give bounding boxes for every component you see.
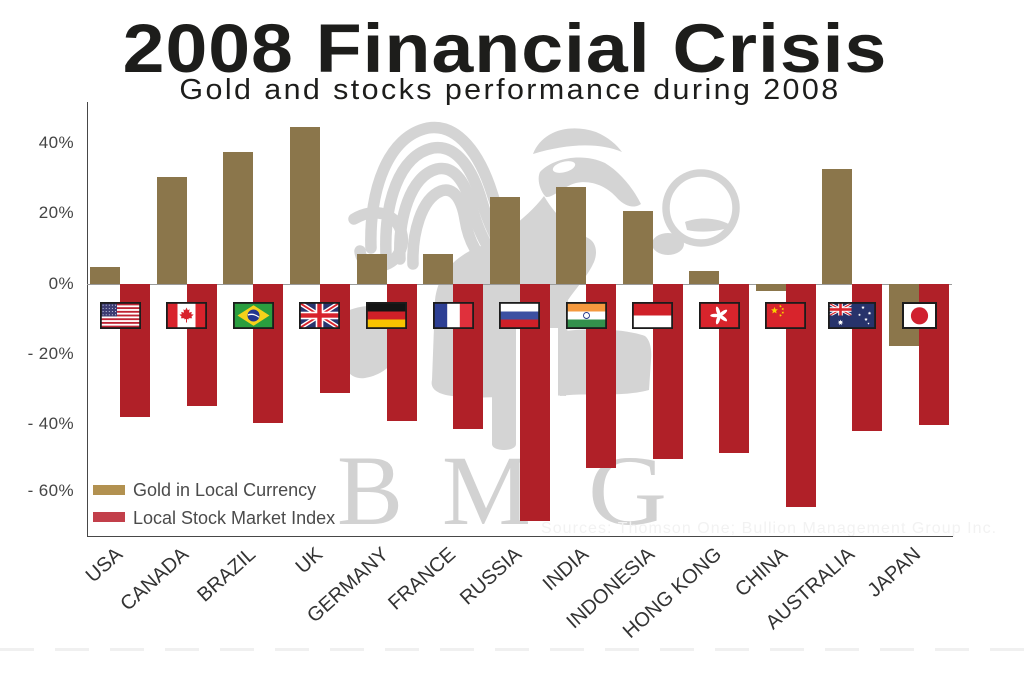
svg-text:M: M <box>442 435 531 546</box>
svg-text:B: B <box>337 435 403 546</box>
